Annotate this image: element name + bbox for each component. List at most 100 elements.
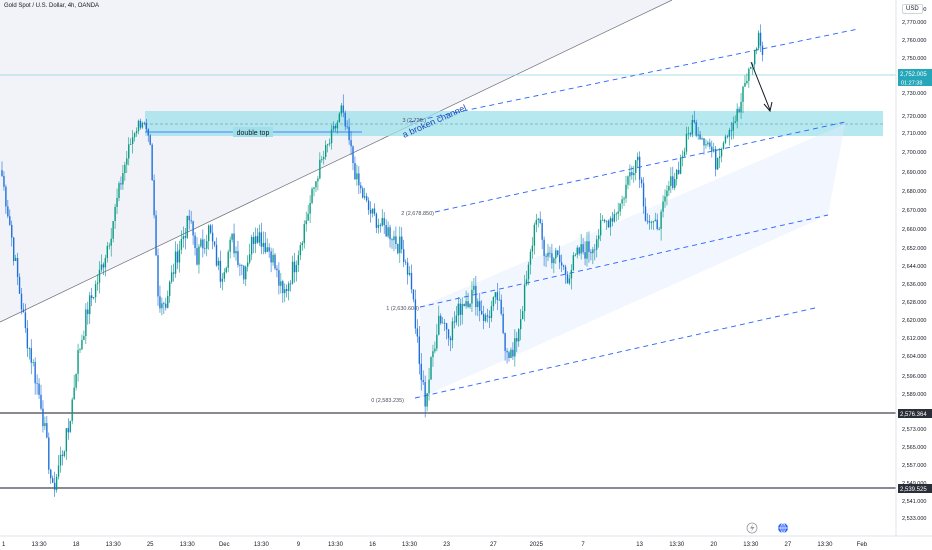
candle — [406, 262, 409, 275]
candle — [592, 249, 594, 254]
price-tick-label: 2,557.000 — [902, 463, 926, 469]
candle — [512, 349, 514, 357]
candle — [471, 289, 473, 304]
price-tick-label: 2,620.000 — [902, 318, 926, 324]
candle — [662, 201, 664, 212]
price-tick-label: 2,612.000 — [902, 336, 926, 342]
candle — [492, 297, 495, 307]
candle — [664, 196, 666, 202]
price-tick-label: 2,770.000 — [902, 20, 926, 26]
candle — [57, 465, 60, 477]
candle — [562, 265, 565, 267]
candle — [227, 251, 229, 268]
candle — [654, 219, 656, 222]
candle — [94, 284, 97, 298]
candle — [315, 181, 317, 188]
candle — [646, 220, 649, 222]
candle — [693, 120, 695, 123]
candle — [481, 310, 483, 315]
candle — [9, 216, 11, 225]
candle — [83, 336, 85, 340]
candle — [691, 120, 693, 135]
candle — [383, 218, 385, 226]
candle — [14, 257, 17, 262]
candle — [151, 144, 153, 181]
candle — [303, 224, 305, 244]
candle — [67, 428, 69, 433]
countdown-badge — [898, 78, 932, 86]
candle — [198, 246, 200, 265]
candle — [385, 225, 387, 237]
candle — [685, 133, 688, 152]
candle — [750, 67, 752, 69]
candle — [541, 223, 543, 240]
candle — [100, 264, 103, 270]
candle — [683, 151, 686, 157]
candle — [734, 121, 736, 123]
time-tick-label: 27 — [785, 542, 792, 548]
candle — [250, 237, 253, 255]
candle — [172, 272, 175, 274]
candle — [334, 125, 337, 129]
candle — [206, 241, 208, 249]
candle — [91, 295, 93, 299]
candle — [744, 83, 746, 87]
candle — [53, 482, 56, 490]
candle — [295, 264, 298, 273]
candle — [531, 245, 534, 252]
candle — [215, 244, 218, 266]
candle — [496, 292, 498, 300]
candle — [22, 309, 25, 313]
candle — [16, 257, 19, 277]
time-tick-label: 2025 — [530, 542, 544, 548]
time-tick-label: 13:30 — [32, 542, 48, 548]
price-axis[interactable]: 2,780.0002,770.0002,760.0002,750.0002,74… — [902, 7, 926, 522]
candle — [707, 142, 709, 145]
candle — [319, 159, 321, 179]
globe-icon[interactable] — [778, 522, 788, 534]
time-tick-label: 25 — [147, 542, 154, 548]
candle — [576, 247, 578, 255]
candle — [455, 315, 458, 323]
candle — [178, 249, 181, 263]
candle — [420, 363, 422, 381]
candle — [670, 176, 672, 187]
candle — [381, 218, 383, 226]
candle — [656, 219, 658, 229]
candle — [321, 159, 323, 160]
candle — [274, 254, 276, 269]
candle — [387, 227, 389, 237]
candle — [278, 270, 280, 286]
candle — [200, 239, 202, 247]
candle — [365, 196, 368, 201]
candle — [272, 254, 274, 263]
time-axis[interactable]: 1 13:30 18 13:30 25 13:30 Dec 13:30 9 13:30 16 13:3… — [2, 542, 868, 548]
candle — [428, 379, 430, 394]
candle — [61, 454, 64, 456]
candle — [118, 183, 120, 198]
candle — [186, 215, 188, 238]
candle — [449, 338, 452, 341]
candle — [584, 252, 586, 259]
candle — [508, 352, 510, 358]
candle — [722, 142, 725, 150]
candle — [143, 122, 146, 124]
candle — [338, 113, 341, 123]
candle — [299, 245, 302, 256]
candle — [362, 188, 364, 198]
candle — [633, 172, 635, 176]
candle — [120, 183, 122, 185]
candle — [360, 185, 362, 189]
currency-label[interactable]: USD — [902, 4, 923, 14]
candle — [87, 309, 89, 315]
candle — [59, 454, 62, 466]
candle — [410, 272, 413, 290]
candle — [445, 323, 448, 330]
candle — [108, 245, 110, 247]
candle — [369, 209, 372, 214]
candle — [397, 244, 399, 254]
lightning-icon[interactable] — [746, 522, 758, 534]
candle — [79, 349, 81, 351]
candle — [588, 241, 590, 252]
